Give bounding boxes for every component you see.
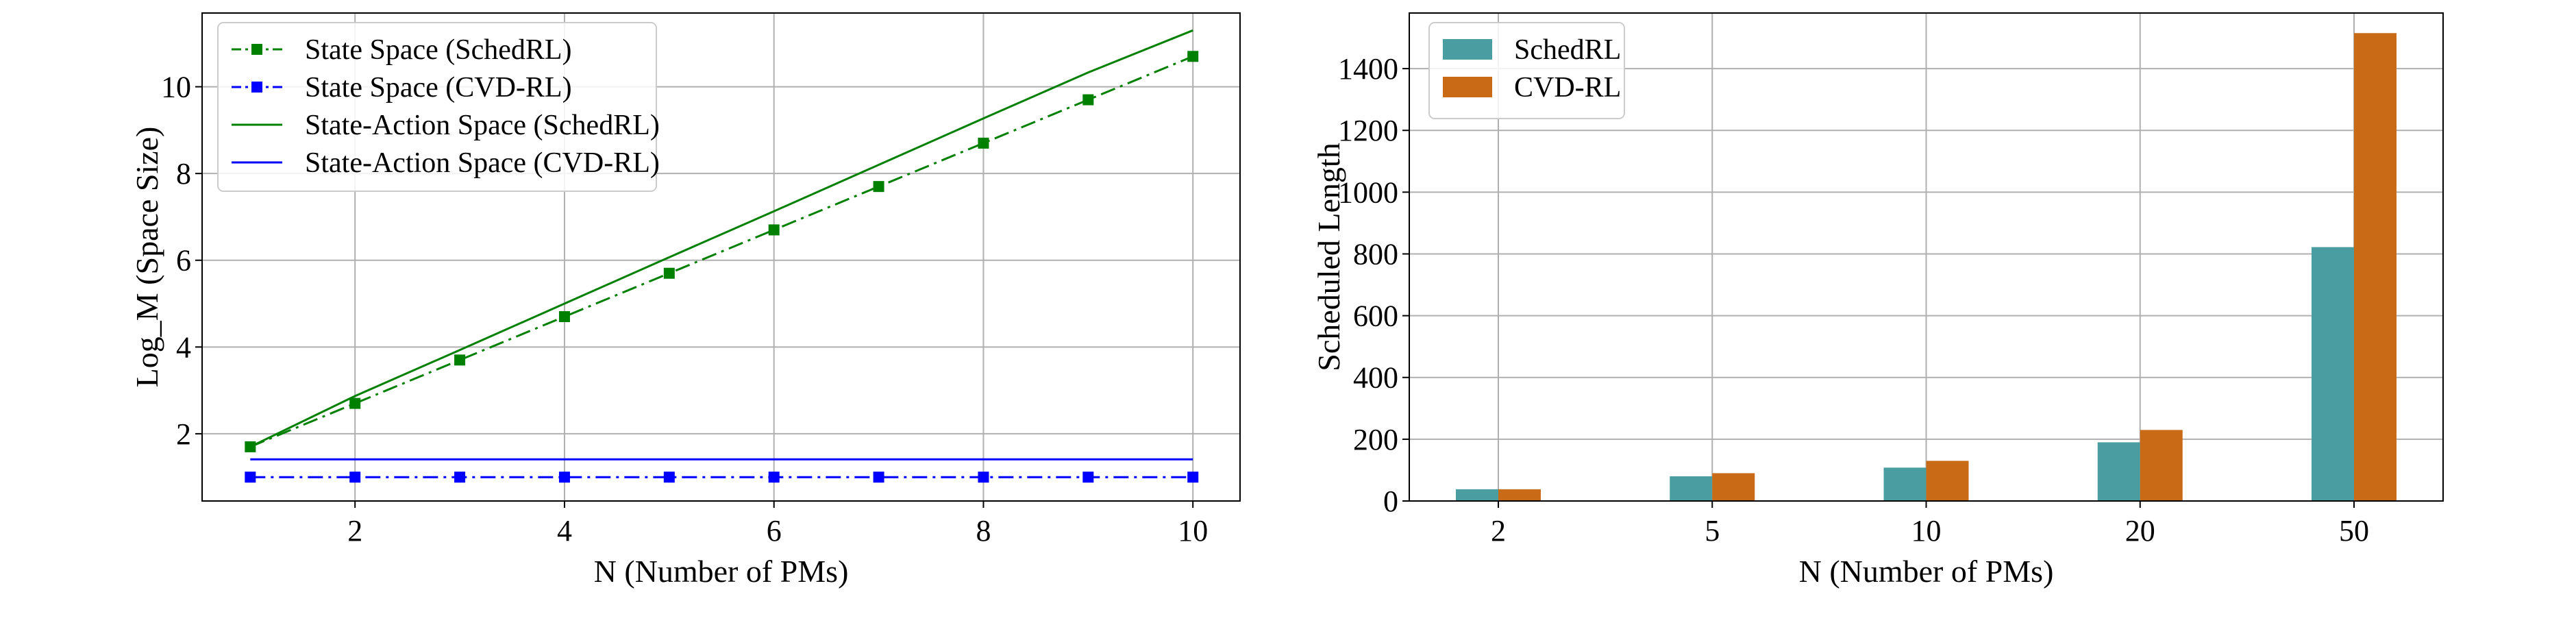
- data-point-marker: [558, 311, 570, 323]
- bar-chart-scheduled-length: 2 5 10 20 50 0 200 400 600 800 1000 1200 1400 SchedRL…: [1311, 12, 2444, 589]
- data-point-marker: [454, 354, 466, 366]
- data-point-marker: [873, 181, 884, 193]
- x-tick-label: 8: [976, 514, 991, 548]
- legend-swatch-1: [1443, 77, 1492, 97]
- x-tick-label: 10: [1911, 514, 1942, 548]
- bar-cvd-rl-10: [1926, 461, 1969, 501]
- x-axis-label: N (Number of PMs): [1799, 554, 2054, 589]
- x-tick-label: 5: [1705, 514, 1720, 548]
- plot-frame: [201, 12, 1241, 502]
- y-tick-label: 6: [176, 244, 191, 278]
- legend-label: SchedRL: [1514, 34, 1621, 66]
- data-point-marker: [978, 472, 989, 483]
- y-axis-label: Scheduled Length: [1311, 143, 1346, 371]
- data-point-marker: [245, 472, 256, 483]
- y-tick-label: 8: [176, 157, 191, 191]
- y-tick-label: 600: [1353, 299, 1398, 333]
- data-point-marker: [768, 224, 780, 236]
- legend-box: [217, 22, 657, 192]
- x-axis-label: N (Number of PMs): [594, 554, 849, 589]
- data-point-marker: [1082, 472, 1094, 483]
- bar-schedrl-2: [1456, 489, 1498, 501]
- bar-schedrl-20: [2097, 442, 2140, 501]
- y-tick-label: 10: [161, 71, 191, 104]
- plot-frame: [1409, 12, 2444, 502]
- legend-swatch-0: [1443, 39, 1492, 60]
- data-point-marker: [873, 472, 884, 483]
- x-tick-label: 4: [557, 514, 572, 548]
- legend-label: State Space (CVD-RL): [305, 72, 572, 103]
- bar-schedrl-10: [1883, 467, 1927, 501]
- y-tick-label: 0: [1383, 485, 1398, 518]
- data-point-marker: [663, 472, 675, 483]
- x-tick-label: 50: [2339, 514, 2369, 548]
- bar-cvd-rl-50: [2354, 33, 2397, 501]
- data-point-marker: [349, 398, 361, 409]
- y-tick-label: 400: [1353, 361, 1398, 395]
- data-point-marker: [1082, 94, 1094, 106]
- data-point-marker: [454, 472, 466, 483]
- y-tick-label: 2: [176, 417, 191, 451]
- y-tick-label: 1000: [1338, 175, 1398, 209]
- legend-label: State-Action Space (CVD-RL): [305, 147, 660, 179]
- y-tick-label: 1200: [1338, 114, 1398, 147]
- legend: State Space (SchedRL) State Space (CVD-RL…: [217, 22, 660, 192]
- y-axis-label: Log_M (Space Size): [129, 127, 164, 388]
- x-tick-label: 2: [347, 514, 362, 548]
- bar-schedrl-50: [2312, 247, 2354, 501]
- bar-schedrl-5: [1670, 476, 1713, 501]
- data-point-marker: [1187, 472, 1199, 483]
- legend-marker-0: [251, 44, 262, 55]
- legend-label: State Space (SchedRL): [305, 34, 572, 66]
- legend: SchedRL CVD-RL: [1428, 22, 1625, 119]
- y-tick-label: 1400: [1338, 52, 1398, 86]
- data-point-marker: [1187, 51, 1199, 62]
- y-tick-label: 800: [1353, 237, 1398, 271]
- y-tick-label: 4: [176, 330, 191, 364]
- data-point-marker: [768, 472, 780, 483]
- x-tick-label: 20: [2125, 514, 2155, 548]
- data-point-marker: [978, 137, 989, 149]
- x-tick-label: 2: [1491, 514, 1506, 548]
- series-line-0: [249, 55, 1193, 448]
- bar-cvd-rl-2: [1498, 489, 1541, 501]
- data-point-marker: [663, 267, 675, 279]
- legend-label: State-Action Space (SchedRL): [305, 110, 660, 141]
- x-tick-label: 6: [767, 514, 782, 548]
- x-tick-label: 10: [1178, 514, 1208, 548]
- bar-cvd-rl-20: [2140, 430, 2183, 501]
- data-point-marker: [349, 472, 361, 483]
- series-line-2: [249, 29, 1193, 448]
- data-point-marker: [558, 472, 570, 483]
- legend-label: CVD-RL: [1514, 72, 1621, 103]
- y-tick-label: 200: [1353, 423, 1398, 456]
- legend-marker-1: [251, 82, 262, 93]
- bar-cvd-rl-5: [1712, 473, 1755, 501]
